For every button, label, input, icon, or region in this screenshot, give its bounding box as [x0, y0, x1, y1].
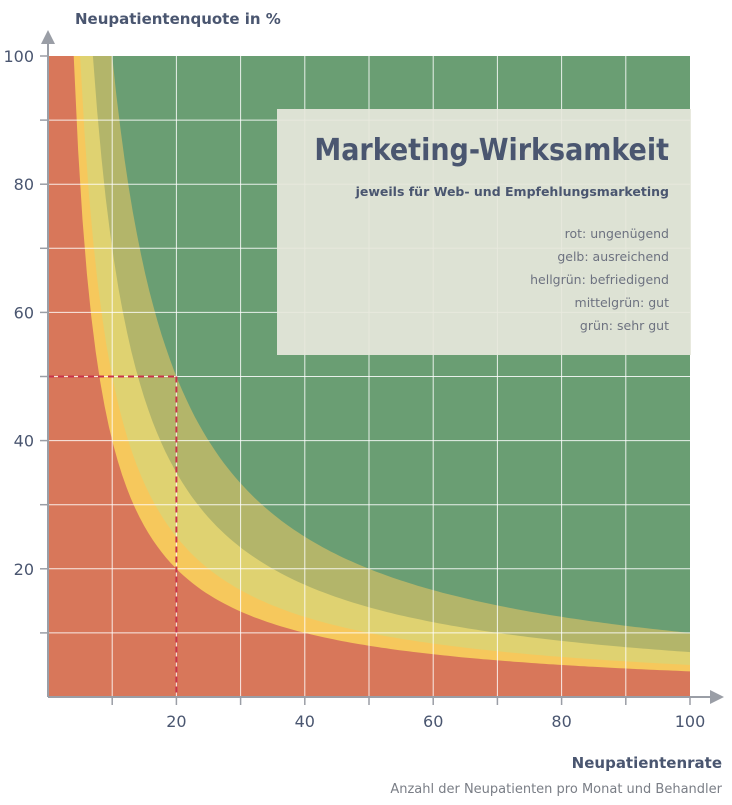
y-tick-label: 20: [14, 560, 34, 579]
x-axis-subtitle: Anzahl der Neupatienten pro Monat und Be…: [390, 782, 722, 797]
x-tick-labels: 20 40 60 80 100: [166, 712, 705, 731]
legend-background: [277, 109, 691, 355]
y-axis-arrow: [41, 30, 55, 44]
y-tick-label: 60: [14, 303, 34, 322]
legend-item-mittelgruen: mittelgrün: gut: [575, 295, 670, 310]
chart-title: Marketing-Wirksamkeit: [314, 133, 669, 168]
x-tick-label: 100: [675, 712, 706, 731]
x-tick-label: 60: [423, 712, 443, 731]
x-tick-label: 40: [295, 712, 315, 731]
legend-box: Marketing-Wirksamkeit jeweils für Web- u…: [277, 109, 691, 355]
legend-item-rot: rot: ungenügend: [565, 226, 669, 241]
x-tick-label: 80: [551, 712, 571, 731]
reference-lines: [48, 375, 178, 697]
legend-item-gelb: gelb: ausreichend: [557, 249, 669, 264]
band-hellgruen: [48, 56, 690, 697]
axes: [40, 30, 724, 705]
legend-item-gruen: grün: sehr gut: [580, 318, 669, 333]
y-tick-label: 100: [3, 47, 34, 66]
y-tick-labels: 20 40 60 80 100: [3, 47, 34, 579]
x-axis-arrow: [710, 690, 724, 704]
x-axis-title: Neupatientenrate: [572, 754, 722, 772]
x-tick-label: 20: [166, 712, 186, 731]
chart-subtitle: jeweils für Web- und Empfehlungsmarketin…: [355, 184, 669, 199]
y-axis-title: Neupatientenquote in %: [75, 10, 281, 28]
legend-item-hellgruen: hellgrün: befriedigend: [530, 272, 669, 287]
y-tick-label: 80: [14, 175, 34, 194]
y-tick-label: 40: [14, 432, 34, 451]
